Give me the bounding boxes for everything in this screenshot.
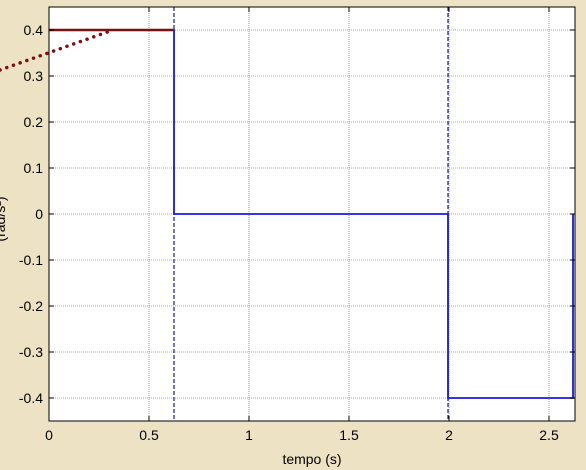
y-tick-label: 0 bbox=[35, 206, 43, 222]
y-tick-label: 0.1 bbox=[24, 160, 44, 176]
pointer-dotted-line bbox=[0, 28, 115, 72]
x-tick-label: 2.5 bbox=[539, 427, 559, 443]
x-tick-label: 0.5 bbox=[139, 427, 159, 443]
x-tick-label: 1 bbox=[245, 427, 253, 443]
x-axis-label: tempo (s) bbox=[282, 451, 341, 467]
y-tick-label: -0.2 bbox=[19, 298, 43, 314]
y-axis-label: (rad/s²) bbox=[0, 196, 8, 241]
y-tick-label: 0.3 bbox=[24, 68, 44, 84]
y-tick-label: 0.4 bbox=[24, 22, 44, 38]
x-tick-label: 1.5 bbox=[339, 427, 359, 443]
y-axis-ticks: 0.4 0.3 0.2 0.1 0 -0.1 -0.2 -0.3 -0.4 bbox=[19, 22, 575, 406]
x-tick-label: 0 bbox=[45, 427, 53, 443]
x-tick-label: 2 bbox=[445, 427, 453, 443]
y-tick-label: 0.2 bbox=[24, 114, 44, 130]
y-tick-label: -0.4 bbox=[19, 390, 43, 406]
annotation-pointer bbox=[0, 28, 115, 72]
y-tick-label: -0.1 bbox=[19, 252, 43, 268]
y-tick-label: -0.3 bbox=[19, 344, 43, 360]
x-axis-ticks: 0 0.5 1 1.5 2 2.5 bbox=[45, 7, 559, 443]
